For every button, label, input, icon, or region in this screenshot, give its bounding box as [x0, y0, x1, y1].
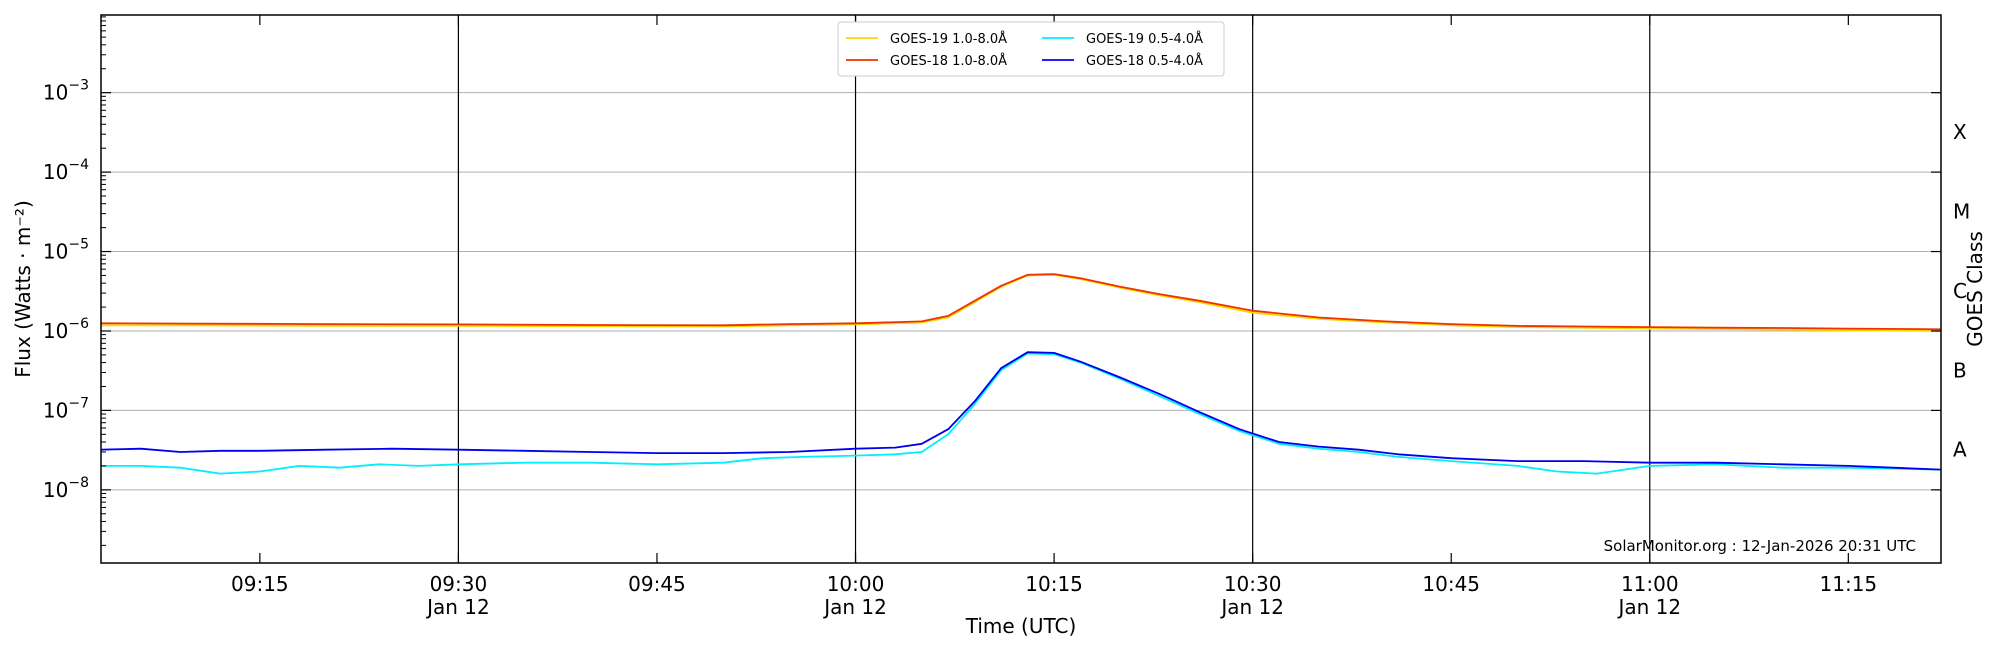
y-tick-base: 10: [43, 240, 68, 264]
x-tick-label: 09:30: [430, 572, 488, 596]
y-tick-exponent: −7: [68, 395, 89, 411]
credit-text: SolarMonitor.org : 12-Jan-2026 20:31 UTC: [1604, 537, 1916, 555]
x-tick-label: 10:00: [827, 572, 885, 596]
grid-layer: [101, 92, 1941, 491]
legend-label: GOES-18 0.5-4.0Å: [1086, 53, 1203, 69]
y-tick-exponent: −4: [68, 157, 89, 173]
vertical-lines: [457, 15, 1651, 563]
x-tick-label: 11:00: [1621, 572, 1679, 596]
y-tick-label: 10−3: [43, 78, 89, 105]
y-tick-exponent: −8: [68, 475, 89, 491]
y-tick-base: 10: [43, 319, 68, 343]
y-tick-label: 10−5: [43, 237, 89, 264]
y-tick-label: 10−4: [43, 157, 89, 184]
legend-label: GOES-19 1.0-8.0Å: [890, 31, 1007, 47]
goes-class-label: M: [1953, 199, 1970, 223]
x-tick-date-label: Jan 12: [1219, 595, 1284, 619]
series-line: [101, 352, 1942, 475]
goes-class-axis-title: GOES Class: [1963, 231, 1987, 347]
goes-class-label: X: [1953, 120, 1967, 144]
y-tick-exponent: −5: [68, 237, 89, 253]
x-tick-label: 10:30: [1224, 572, 1282, 596]
series-layer: [100, 273, 1942, 475]
y-tick-exponent: −6: [68, 316, 89, 332]
y-tick-base: 10: [43, 81, 68, 105]
series-line: [100, 273, 1942, 331]
legend-label: GOES-18 1.0-8.0Å: [890, 53, 1007, 69]
goes-class-label: C: [1953, 279, 1967, 303]
y-tick-label: 10−8: [43, 475, 89, 502]
legend: GOES-19 1.0-8.0Å GOES-18 1.0-8.0Å GOES-19 …: [837, 21, 1225, 77]
y-tick-base: 10: [43, 398, 68, 422]
legend-label: GOES-19 0.5-4.0Å: [1086, 31, 1203, 47]
y-tick-label: 10−6: [43, 316, 89, 343]
x-axis-title: Time (UTC): [965, 614, 1077, 638]
x-tick-label: 09:15: [231, 572, 289, 596]
x-tick-label: 10:15: [1025, 572, 1083, 596]
plot-frame: [100, 14, 1942, 564]
x-tick-label: 10:45: [1422, 572, 1480, 596]
goes-class-label: B: [1953, 358, 1967, 382]
legend-box: [837, 21, 1225, 77]
x-tick-label: 09:45: [628, 572, 686, 596]
y-tick-base: 10: [43, 160, 68, 184]
x-tick-date-label: Jan 12: [822, 595, 887, 619]
y-tick-base: 10: [43, 478, 68, 502]
series-line: [101, 273, 1942, 332]
y-tick-exponent: −3: [68, 78, 89, 94]
goes-class-label: A: [1953, 438, 1967, 462]
x-tick-date-label: Jan 12: [1616, 595, 1681, 619]
x-tick-label: 11:15: [1820, 572, 1878, 596]
series-line: [100, 351, 1942, 471]
y-tick-label: 10−7: [43, 395, 89, 422]
y-axis-title: Flux (Watts · m⁻²): [11, 200, 35, 378]
x-tick-date-label: Jan 12: [425, 595, 490, 619]
